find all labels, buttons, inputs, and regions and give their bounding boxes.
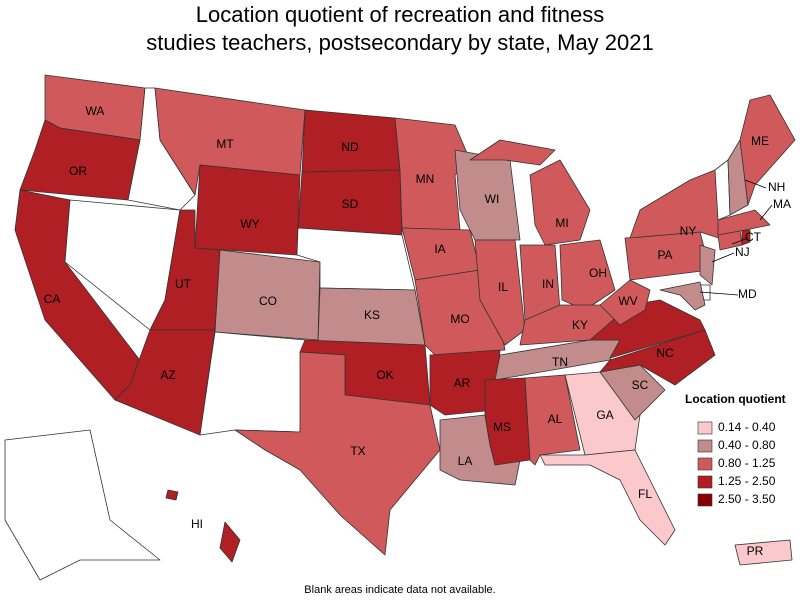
title: studies teachers, postsecondary by state… <box>146 30 654 55</box>
state-labels: WA OR CA MT WY UT AZ CO ND SD KS OK TX M… <box>44 104 791 558</box>
state-label: FL <box>638 487 652 501</box>
state <box>194 164 301 256</box>
state-label: NC <box>656 346 674 360</box>
state-label: CO <box>259 294 277 308</box>
state-label: KY <box>572 318 588 332</box>
state <box>529 159 591 246</box>
legend-label: 1.25 - 2.50 <box>718 474 776 488</box>
state-label: AZ <box>160 368 175 382</box>
state-label: TN <box>552 355 568 369</box>
state-label: IA <box>434 242 445 256</box>
state-label: MA <box>773 197 791 211</box>
state-label: WY <box>240 217 259 231</box>
note: Blank areas indicate data not available. <box>304 584 495 596</box>
state-label: IL <box>498 280 508 294</box>
legend-swatch <box>697 457 713 471</box>
leaders <box>699 179 773 296</box>
state <box>234 351 441 556</box>
state <box>114 329 216 436</box>
state-label: CA <box>44 292 61 306</box>
state-label: MN <box>416 172 435 186</box>
state-label: AR <box>454 376 471 390</box>
state <box>564 371 641 456</box>
state <box>474 239 526 346</box>
state-label: KS <box>364 308 380 322</box>
state-label: MO <box>450 312 469 326</box>
state-label: HI <box>191 517 203 531</box>
state <box>199 331 306 436</box>
title: Location quotient of recreation and fitn… <box>196 2 605 27</box>
state <box>739 94 796 206</box>
state-label: NH <box>768 180 785 194</box>
state <box>539 449 676 546</box>
legend-swatch <box>697 439 713 453</box>
legend-label: 2.50 - 3.50 <box>718 492 776 506</box>
state-label: CT <box>745 230 762 244</box>
state <box>717 209 771 236</box>
state-label: MT <box>216 137 234 151</box>
state <box>219 521 241 563</box>
state <box>469 139 556 166</box>
state-label: NJ <box>735 245 750 259</box>
state-label: TX <box>350 444 365 458</box>
state-label: LA <box>458 454 473 468</box>
state-label: ND <box>341 140 359 154</box>
state <box>165 489 179 501</box>
legend-label: 0.80 - 1.25 <box>718 456 776 470</box>
state-label: SD <box>342 197 359 211</box>
state <box>734 539 793 566</box>
state-label: NY <box>680 224 697 238</box>
state <box>429 349 501 416</box>
state-label: WI <box>485 192 500 206</box>
state-label: SC <box>632 378 649 392</box>
legend-label: 0.14 - 0.40 <box>718 420 776 434</box>
legend: 0.14 - 0.40 0.40 - 0.80 0.80 - 1.25 1.25 - … <box>697 420 776 507</box>
state-label: WA <box>86 104 105 118</box>
legend-swatch <box>697 493 713 507</box>
state <box>699 244 716 286</box>
legend-swatch <box>697 475 713 489</box>
state <box>599 279 651 326</box>
state-label: MS <box>493 420 511 434</box>
state-label: PR <box>747 544 764 558</box>
state-label: OR <box>69 164 87 178</box>
state-label: PA <box>657 248 672 262</box>
state <box>659 281 706 311</box>
state <box>4 429 161 581</box>
state-label: ME <box>751 134 769 148</box>
state-label: UT <box>175 277 192 291</box>
state <box>559 239 616 311</box>
state-label: WV <box>618 294 637 308</box>
state <box>394 117 471 231</box>
state-label: MD <box>738 287 757 301</box>
state-label: MI <box>555 216 568 230</box>
state-label: OK <box>376 368 393 382</box>
legend-swatch <box>697 421 713 435</box>
state-label: GA <box>596 408 613 422</box>
state <box>714 159 731 221</box>
state-label: AL <box>548 412 563 426</box>
states <box>4 74 796 581</box>
legend-title: Location quotient <box>685 392 786 406</box>
state-label: IN <box>542 277 554 291</box>
state <box>629 169 726 241</box>
state-label: OH <box>589 266 607 280</box>
legend-label: 0.40 - 0.80 <box>718 438 776 452</box>
